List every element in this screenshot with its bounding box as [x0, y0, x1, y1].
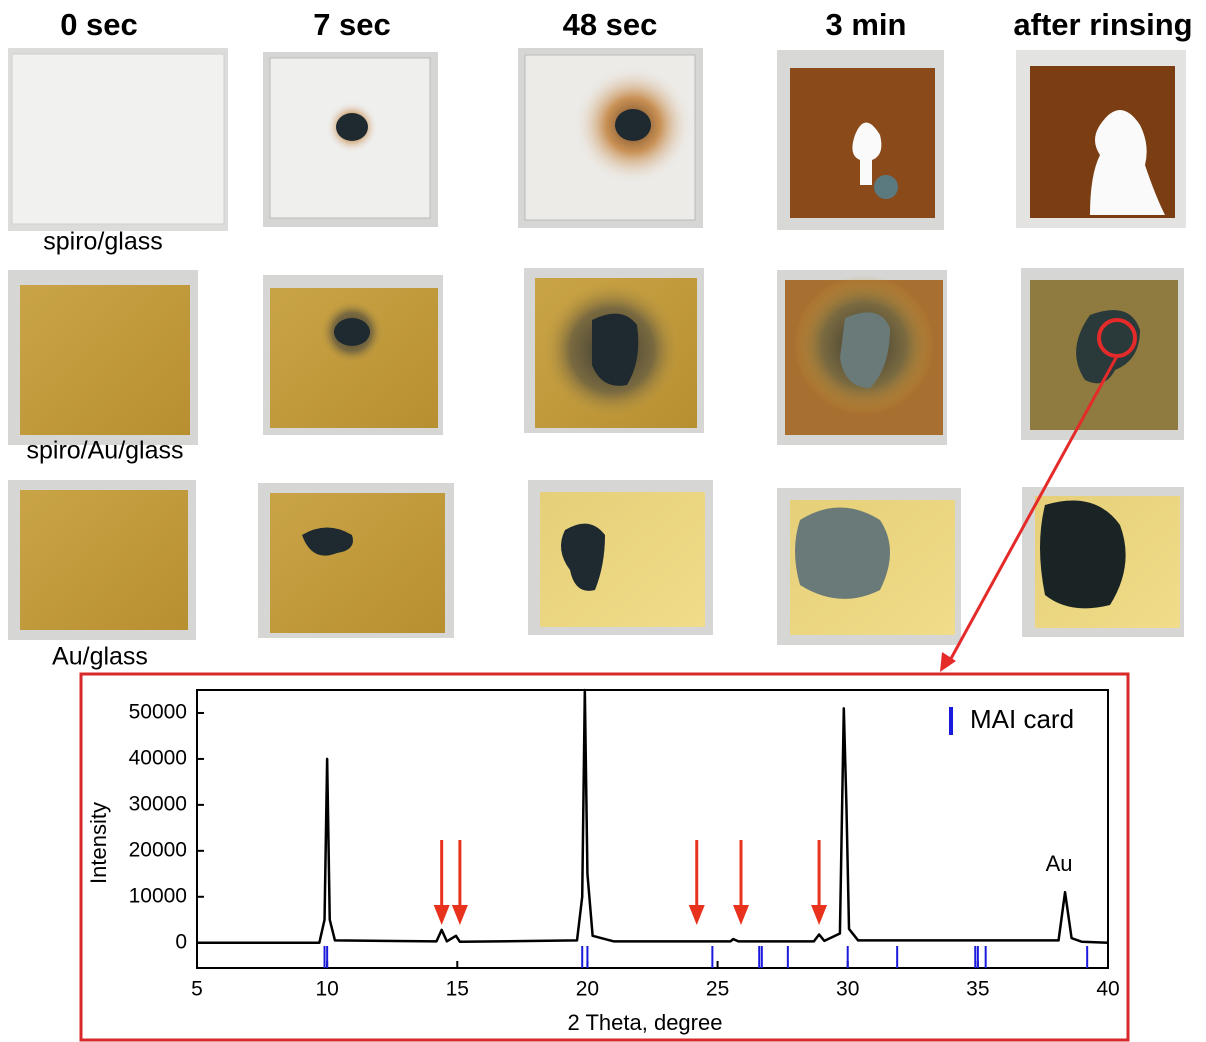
droplet [615, 109, 651, 141]
arrow-head [811, 905, 827, 925]
x-tick-label: 20 [576, 978, 599, 1001]
droplet [334, 318, 370, 346]
droplet [874, 175, 898, 199]
column-header: 3 min [826, 7, 907, 42]
y-axis-label: Intensity [86, 802, 111, 884]
x-tick-label: 5 [191, 978, 203, 1001]
column-header: 48 sec [563, 7, 658, 42]
x-tick-label: 35 [966, 978, 989, 1001]
x-tick-label: 30 [836, 978, 859, 1001]
y-tick-label: 30000 [129, 792, 187, 815]
peak-arrow [733, 840, 749, 925]
y-tick-label: 0 [175, 930, 187, 953]
annotation: Au [1046, 851, 1073, 876]
row-label: spiro/Au/glass [26, 437, 183, 465]
peak-arrow [689, 840, 705, 925]
x-tick-label: 40 [1096, 978, 1119, 1001]
droplet [592, 314, 638, 386]
y-tick-label: 40000 [129, 746, 187, 769]
droplet [336, 113, 368, 141]
sample [270, 493, 445, 633]
column-header: 0 sec [60, 7, 138, 42]
x-tick-label: 15 [446, 978, 469, 1001]
legend-label: MAI card [970, 704, 1074, 734]
column-header: after rinsing [1013, 7, 1192, 42]
peak-arrow [452, 840, 468, 925]
headers: 0 sec 7 sec 48 sec 3 min after rinsing [60, 7, 1192, 42]
film [1040, 501, 1126, 609]
row-label: Au/glass [52, 643, 148, 671]
x-tick-label: 10 [315, 978, 338, 1001]
droplet [795, 508, 890, 599]
photos [8, 48, 1186, 645]
y-tick-label: 20000 [129, 838, 187, 861]
peak-arrow [811, 840, 827, 925]
arrow-head [689, 905, 705, 925]
y-tick-label: 10000 [129, 884, 187, 907]
sample [12, 54, 224, 224]
sample [20, 490, 188, 630]
arrow-head [733, 905, 749, 925]
row-label: spiro/glass [43, 228, 163, 256]
column-header: 7 sec [313, 7, 391, 42]
figure: 0 sec 7 sec 48 sec 3 min after rinsing [0, 0, 1206, 1042]
arrow-head [452, 905, 468, 925]
x-axis-label: 2 Theta, degree [568, 1010, 723, 1035]
arrow-head [434, 905, 450, 925]
sample [20, 285, 190, 435]
peak-arrow [434, 840, 450, 925]
x-tick-label: 25 [706, 978, 729, 1001]
y-tick-label: 50000 [129, 701, 187, 724]
